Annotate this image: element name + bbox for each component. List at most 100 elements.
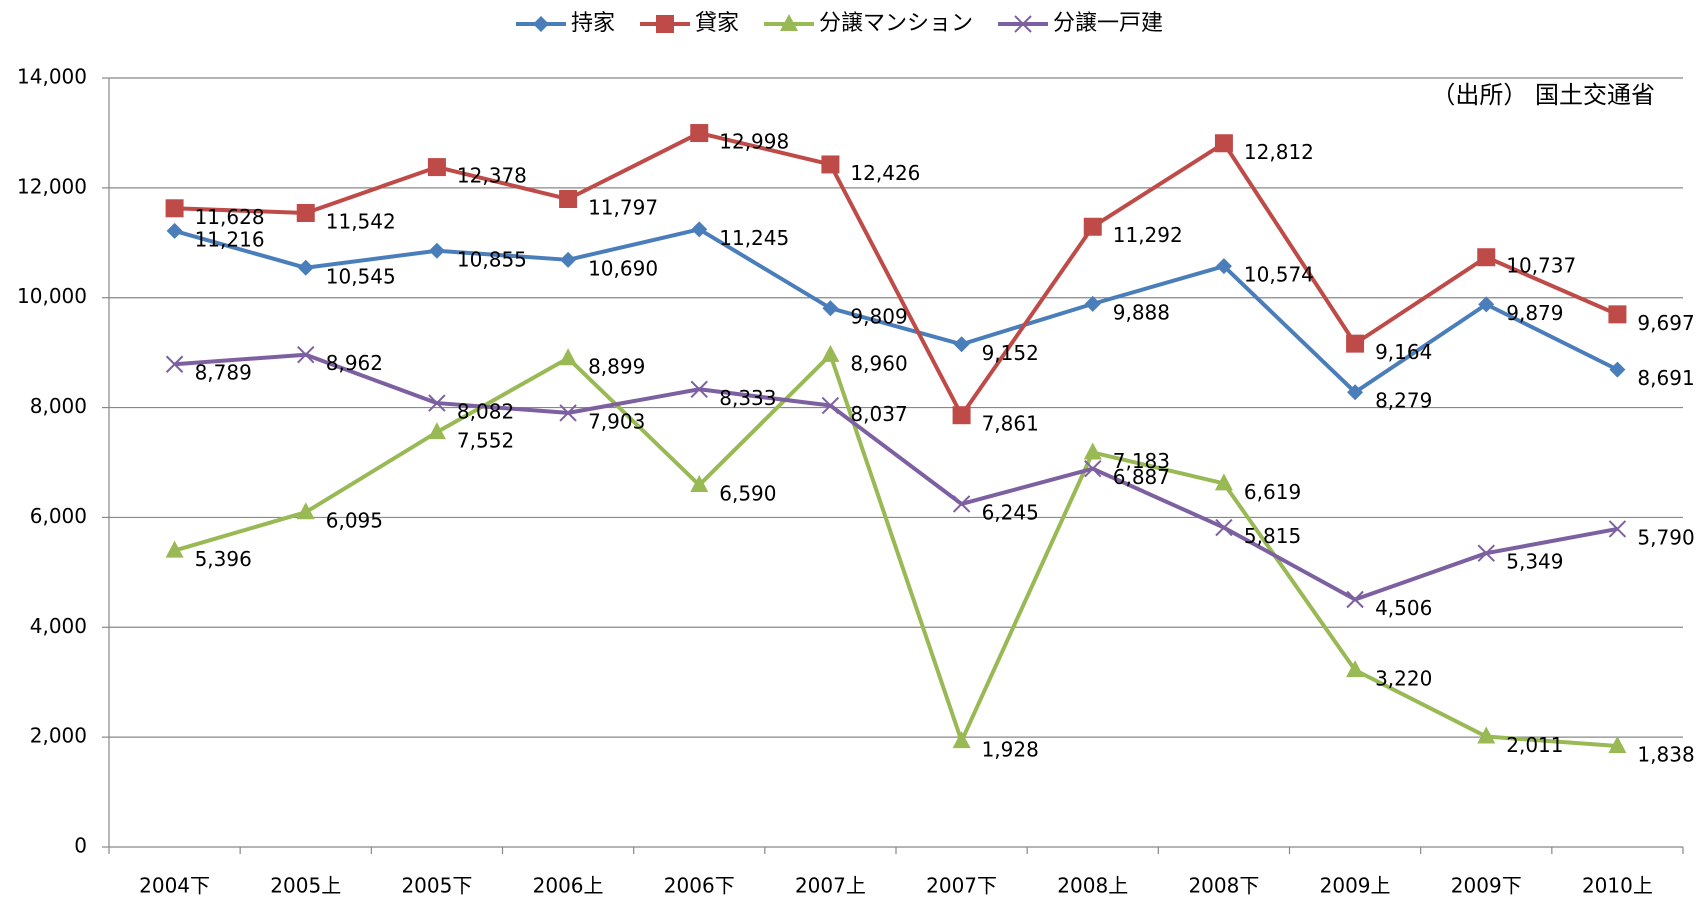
data-label: 1,928 (982, 738, 1039, 762)
data-label: 2,011 (1506, 733, 1563, 757)
data-point (559, 348, 578, 366)
data-point (1477, 544, 1495, 562)
data-point (1215, 258, 1232, 275)
data-label: 8,962 (326, 351, 383, 375)
data-label: 4,506 (1375, 596, 1432, 620)
data-point (427, 158, 446, 177)
series-line (174, 131, 1619, 418)
data-point (166, 222, 183, 239)
data-label: 3,220 (1375, 667, 1432, 691)
data-point (821, 344, 840, 362)
legend-label: 持家 (571, 11, 615, 36)
data-point (690, 475, 709, 493)
data-point (296, 502, 315, 520)
data-point (1346, 590, 1364, 609)
data-point (1346, 334, 1365, 353)
data-point (1084, 295, 1101, 312)
data-point (165, 199, 184, 218)
data-label: 9,888 (1113, 300, 1170, 324)
data-point (1608, 736, 1627, 754)
data-label: 7,903 (588, 409, 645, 433)
y-tick-label: 12,000 (17, 174, 87, 198)
annotation: （出所） 国土交通省 (1431, 81, 1655, 109)
data-point (952, 495, 971, 513)
data-label: 11,292 (1113, 223, 1183, 247)
data-point (1084, 459, 1102, 478)
x-tick-label: 2009上 (1320, 874, 1391, 898)
legend-label: 分譲マンション (819, 11, 973, 36)
data-label: 1,838 (1637, 743, 1694, 767)
y-tick-label: 6,000 (30, 504, 87, 528)
data-point (428, 242, 445, 259)
data-point (1214, 134, 1233, 153)
x-tick-label: 2008下 (1188, 874, 1259, 898)
data-label: 6,619 (1244, 480, 1301, 504)
x-tick-label: 2008上 (1057, 874, 1128, 898)
data-label: 8,082 (457, 400, 514, 424)
data-point (165, 540, 184, 558)
data-label: 12,426 (850, 161, 920, 185)
data-point (559, 190, 578, 209)
data-label: 8,037 (850, 402, 907, 426)
data-point (297, 259, 314, 276)
x-tick-label: 2009下 (1451, 874, 1522, 898)
data-label: 6,095 (326, 509, 383, 533)
data-label: 8,789 (195, 361, 252, 385)
data-point (822, 300, 839, 317)
data-point (165, 355, 184, 373)
data-label: 9,164 (1375, 340, 1432, 364)
data-point (952, 731, 971, 749)
legend-marker (780, 14, 798, 31)
data-label: 11,542 (326, 210, 396, 234)
x-tick-label: 2005下 (401, 874, 472, 898)
legend-marker (533, 16, 549, 32)
data-point (821, 396, 840, 415)
y-tick-label: 4,000 (30, 614, 87, 638)
y-tick-label: 10,000 (17, 284, 87, 308)
data-label: 9,809 (850, 305, 907, 329)
series-line (174, 352, 1618, 749)
data-point (1346, 660, 1365, 678)
data-point (1215, 518, 1233, 537)
data-point (1214, 473, 1233, 491)
data-label: 11,216 (195, 227, 265, 251)
y-tick-label: 2,000 (30, 724, 87, 748)
data-point (690, 124, 709, 143)
data-label: 5,349 (1506, 550, 1563, 574)
data-point (297, 346, 315, 364)
data-point (428, 394, 446, 412)
data-label: 8,960 (850, 351, 907, 375)
data-label: 7,552 (457, 429, 514, 453)
data-label: 8,333 (719, 386, 776, 410)
data-point (1478, 296, 1495, 313)
data-point (1609, 361, 1626, 378)
x-tick-label: 2006上 (533, 874, 604, 898)
data-point (560, 251, 577, 268)
data-label: 8,899 (588, 355, 645, 379)
data-point (1608, 305, 1627, 324)
x-tick-label: 2006下 (664, 874, 735, 898)
data-point (690, 380, 708, 398)
data-label: 11,245 (719, 226, 789, 250)
data-label: 9,697 (1637, 311, 1694, 335)
data-point (1083, 442, 1102, 460)
data-label: 10,690 (588, 256, 658, 280)
data-label: 7,183 (1113, 449, 1170, 473)
legend-marker (1014, 15, 1032, 33)
data-label: 10,574 (1244, 263, 1314, 287)
data-label: 12,378 (457, 164, 527, 188)
data-point (296, 204, 315, 223)
y-tick-label: 14,000 (17, 65, 87, 89)
data-point (1347, 384, 1364, 401)
data-label: 5,815 (1244, 524, 1301, 548)
data-point (427, 422, 446, 440)
y-tick-label: 0 (74, 834, 87, 858)
data-point (1083, 217, 1102, 236)
series-line (174, 227, 1619, 395)
data-label: 10,545 (326, 264, 396, 288)
x-tick-label: 2004下 (139, 874, 210, 898)
data-label: 6,245 (982, 500, 1039, 524)
data-point (821, 155, 840, 174)
y-tick-label: 8,000 (30, 394, 87, 418)
